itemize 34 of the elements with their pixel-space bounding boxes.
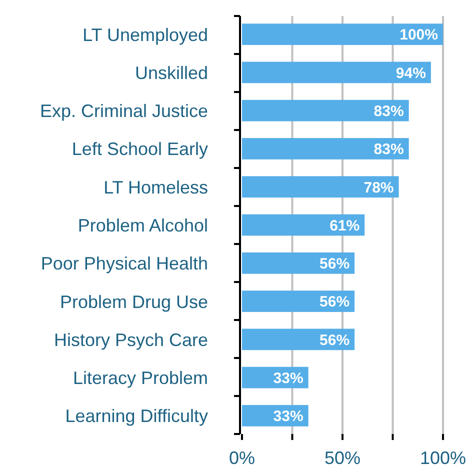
bar (242, 214, 365, 236)
data-label: 94% (396, 64, 426, 82)
x-tick-label: 100% (420, 448, 466, 468)
bar (242, 100, 409, 122)
x-tick-label: 50% (324, 448, 361, 468)
data-label: 56% (320, 294, 350, 311)
data-label: 78% (364, 179, 394, 196)
data-label: 100% (400, 26, 438, 44)
y-tick-label: LT Unemployed (82, 24, 208, 45)
bar (242, 290, 355, 312)
y-tick-label: Unskilled (134, 62, 208, 83)
data-label: 83% (374, 102, 404, 120)
y-tick-label: Literacy Problem (72, 368, 208, 388)
y-tick-label: Poor Physical Health (40, 254, 208, 274)
data-label: 56% (320, 332, 350, 349)
bar (242, 24, 443, 45)
y-tick-label: Exp. Criminal Justice (40, 101, 208, 122)
data-label: 83% (374, 141, 404, 158)
data-label: 56% (320, 256, 350, 273)
x-tick-label: 0% (228, 448, 256, 468)
y-tick-label: Left School Early (72, 139, 208, 160)
y-tick-label: History Psych Care (54, 330, 208, 350)
bar (242, 328, 355, 350)
bar (242, 62, 431, 84)
y-tick-label: LT Homeless (104, 177, 208, 198)
bar (242, 252, 355, 274)
data-label: 33% (273, 408, 304, 426)
y-tick-label: Learning Difficulty (65, 406, 208, 426)
y-tick-label: Problem Alcohol (78, 215, 208, 236)
y-tick-label: Problem Drug Use (60, 292, 208, 312)
bar (242, 138, 409, 160)
bar (242, 176, 399, 198)
data-label: 61% (330, 217, 360, 234)
data-label: 33% (273, 370, 304, 387)
